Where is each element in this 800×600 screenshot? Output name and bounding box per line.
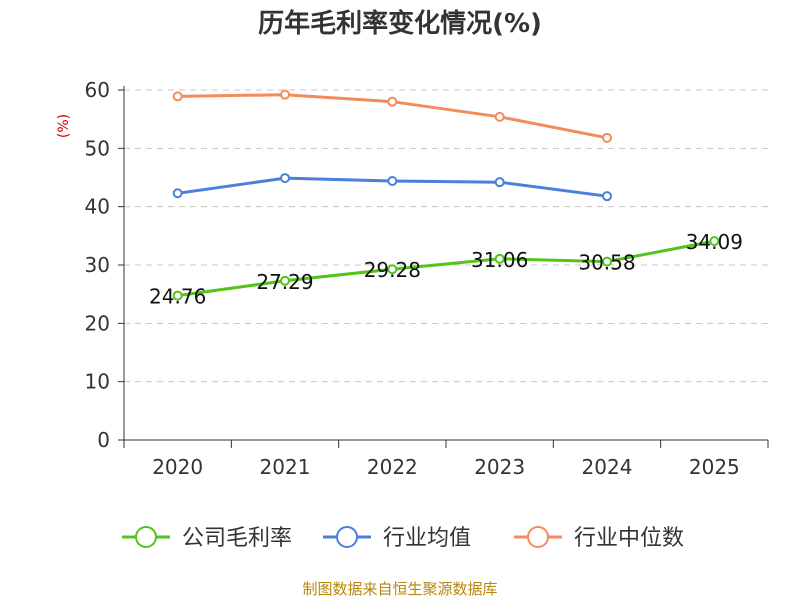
- chart-title: 历年毛利率变化情况(%): [258, 8, 542, 39]
- legend-label: 公司毛利率: [182, 526, 292, 551]
- y-tick-label: 60: [85, 78, 110, 102]
- data-label: 31.06: [471, 248, 528, 272]
- data-point: [387, 176, 398, 186]
- legend-marker: [336, 526, 358, 548]
- data-label: 34.09: [686, 230, 743, 254]
- x-tick-label: 2022: [367, 455, 418, 479]
- data-point: [709, 236, 720, 247]
- data-point: [172, 91, 183, 102]
- data-point: [602, 191, 612, 202]
- axes: 0 10 20 30 40 50 60 2020 2021 2022 2023 2024 2025: [85, 78, 769, 479]
- legend-marker: [135, 526, 157, 548]
- data-point: [280, 89, 290, 100]
- y-tick-label: 30: [85, 253, 110, 277]
- data-point: [494, 177, 505, 188]
- gridlines: [124, 89, 768, 383]
- y-tick-label: 20: [85, 311, 110, 335]
- legend: 公司毛利率 行业均值 行业中位数: [122, 526, 684, 551]
- data-point: [602, 256, 612, 267]
- data-point: [280, 275, 290, 286]
- data-label: 24.76: [149, 285, 206, 309]
- data-label: 30.58: [578, 251, 635, 275]
- y-tick-label: 40: [85, 195, 110, 219]
- y-tick-label: 50: [85, 136, 110, 160]
- data-point: [387, 96, 398, 107]
- data-point: [494, 111, 505, 122]
- x-tick-label: 2024: [582, 455, 633, 479]
- x-tick-label: 2021: [260, 455, 311, 479]
- y-tick-label: 0: [97, 428, 110, 452]
- data-point: [387, 264, 398, 275]
- x-tick-label: 2023: [474, 455, 525, 479]
- data-labels: 24.76 27.29 29.28 31.06 30.58 34.09: [149, 230, 743, 308]
- data-label: 29.28: [364, 258, 421, 282]
- x-tick-label: 2025: [689, 455, 740, 479]
- series-lines: [172, 89, 720, 301]
- data-point: [494, 253, 505, 264]
- source-note: 制图数据来自恒生聚源数据库: [302, 580, 497, 598]
- legend-label: 行业中位数: [574, 526, 684, 551]
- legend-label: 行业均值: [383, 526, 471, 551]
- data-label: 27.29: [256, 270, 313, 294]
- series-line: [176, 239, 716, 298]
- x-tick-label: 2020: [152, 455, 203, 479]
- legend-marker: [527, 526, 549, 548]
- data-point: [602, 132, 612, 143]
- data-point: [172, 290, 183, 301]
- data-point: [172, 188, 183, 199]
- y-axis-label: (%): [56, 114, 72, 138]
- y-tick-label: 10: [85, 370, 110, 394]
- data-point: [280, 173, 290, 184]
